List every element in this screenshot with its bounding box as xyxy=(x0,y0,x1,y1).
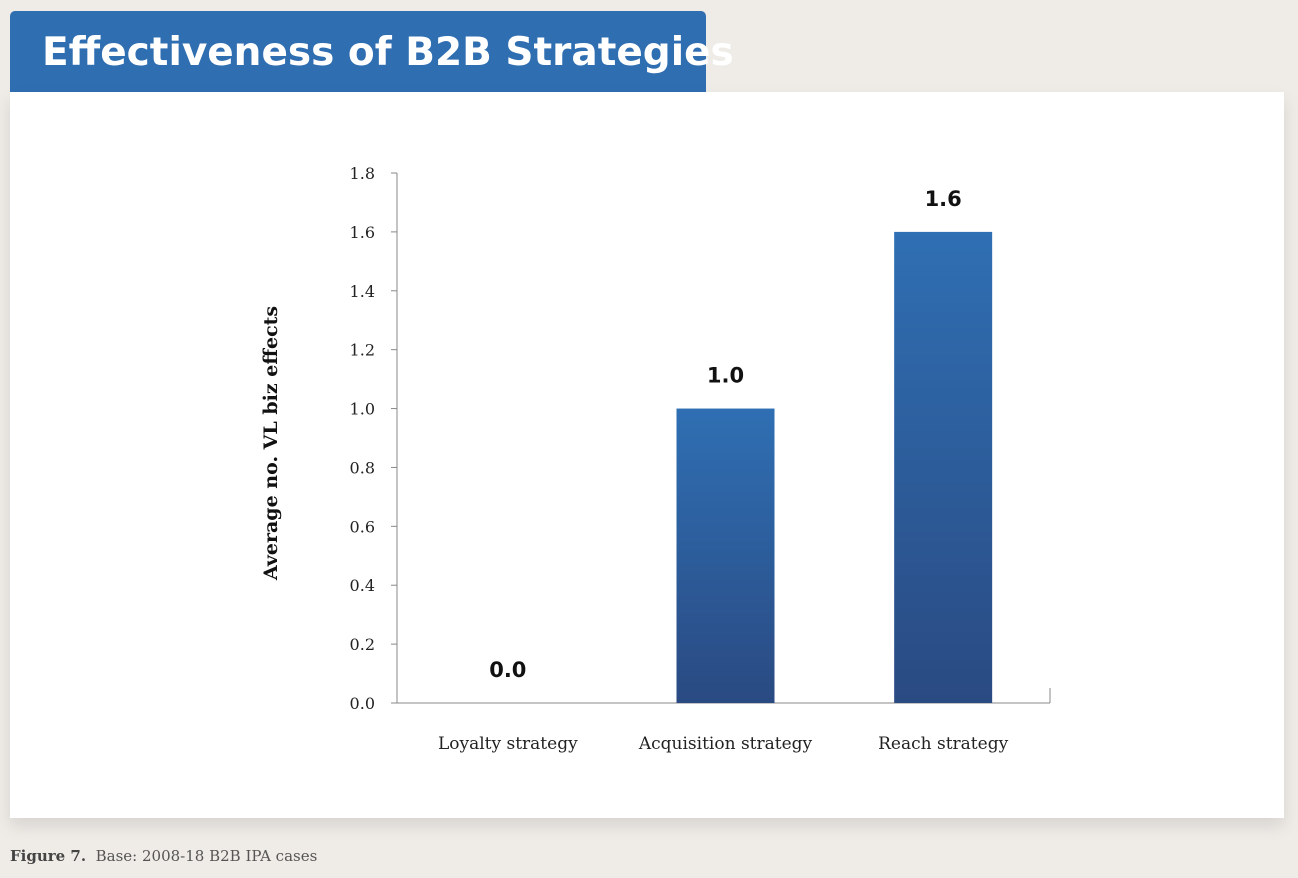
data-label: 0.0 xyxy=(489,658,526,682)
y-tick-label: 1.8 xyxy=(350,164,375,183)
y-tick-label: 0.0 xyxy=(350,694,375,713)
x-tick-label: Reach strategy xyxy=(878,734,1008,754)
data-label: 1.0 xyxy=(707,364,744,388)
title-banner: Effectiveness of B2B Strategies xyxy=(10,11,734,101)
y-axis-title: Average no. VL biz effects xyxy=(260,306,282,581)
chart-card xyxy=(10,92,1284,818)
figure-label: Figure 7. xyxy=(10,847,87,865)
chart-title: Effectiveness of B2B Strategies xyxy=(42,30,734,75)
y-tick-label: 1.0 xyxy=(350,400,375,419)
data-label: 1.6 xyxy=(925,187,962,211)
y-tick-label: 1.2 xyxy=(350,341,375,360)
y-tick-label: 0.2 xyxy=(350,635,375,654)
y-tick-label: 0.6 xyxy=(350,517,375,536)
figure-caption: Figure 7. Base: 2008-18 B2B IPA cases xyxy=(10,847,317,865)
bar xyxy=(894,231,993,703)
bar xyxy=(676,408,775,703)
y-tick-label: 1.6 xyxy=(350,223,375,242)
figure-base-text: Base: 2008-18 B2B IPA cases xyxy=(95,847,318,865)
x-tick-label: Loyalty strategy xyxy=(438,734,578,754)
y-tick-label: 1.4 xyxy=(350,282,375,301)
x-tick-label: Acquisition strategy xyxy=(638,734,813,754)
y-tick-label: 0.4 xyxy=(350,576,375,595)
y-tick-label: 0.8 xyxy=(350,458,375,477)
